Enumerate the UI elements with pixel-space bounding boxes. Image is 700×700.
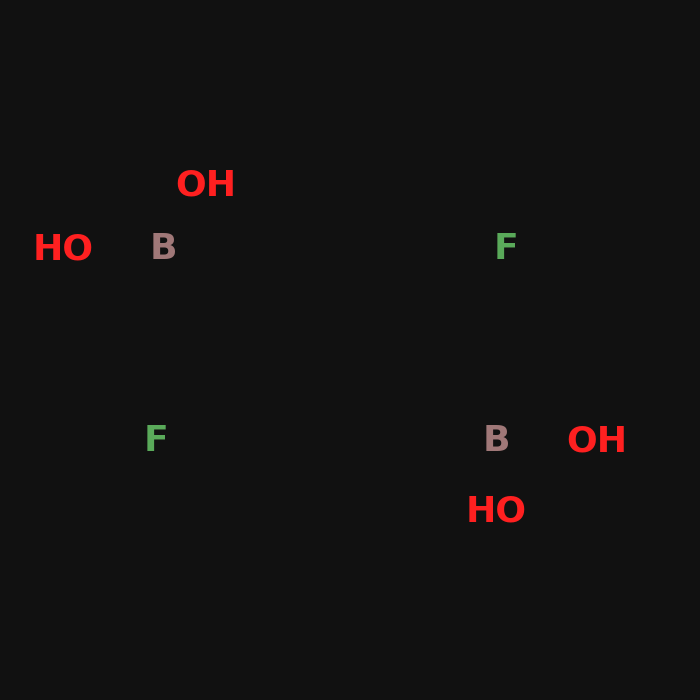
Text: F: F (494, 232, 519, 266)
Text: OH: OH (176, 169, 237, 203)
Text: F: F (144, 424, 168, 458)
Text: B: B (150, 232, 178, 266)
Text: HO: HO (466, 494, 527, 528)
Text: OH: OH (566, 424, 627, 458)
Text: HO: HO (33, 232, 94, 266)
Text: B: B (482, 424, 510, 458)
